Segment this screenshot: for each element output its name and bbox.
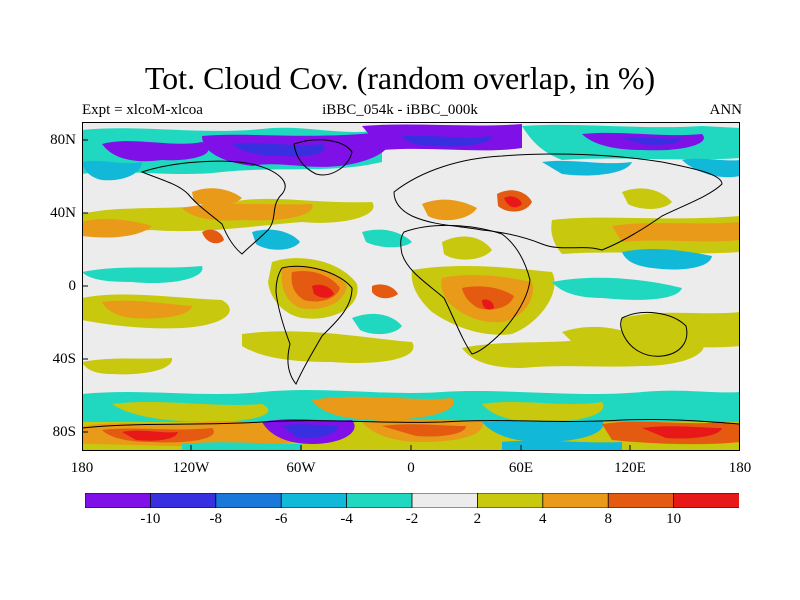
colorbar-label: -2: [405, 511, 419, 527]
lon-tick-label: 180: [70, 460, 94, 476]
south-america-outline: [275, 265, 353, 385]
north-america-outline: [140, 160, 286, 255]
eurasia-outline: [393, 153, 723, 251]
colorbar-swatch: [476, 493, 544, 508]
colorbar-swatch: [280, 493, 348, 508]
axis-ticks: [82, 139, 631, 451]
coastlines: [82, 139, 740, 429]
southern-ocean-band: [82, 390, 740, 451]
colorbar-swatch: [215, 493, 283, 508]
antarctica-outline: [82, 418, 740, 429]
greenland-outline: [293, 139, 353, 176]
colorbar-label: 4: [539, 511, 547, 527]
plot-title: Tot. Cloud Cov. (random overlap, in %): [144, 60, 656, 96]
lat-tick-label: 80S: [52, 424, 76, 440]
season-label: ANN: [709, 102, 743, 118]
lat-tick-label: 0: [68, 278, 77, 294]
colorbar-swatch: [542, 493, 610, 508]
lon-tick-label: 120W: [172, 460, 210, 476]
lon-tick-label: 0: [407, 460, 415, 476]
colorbar-label: -10: [140, 511, 161, 527]
lat-tick-label: 80N: [50, 132, 76, 148]
arctic-anomaly-band: [82, 124, 740, 181]
colorbar-label: -6: [274, 511, 288, 527]
southern-positive-band: [82, 331, 704, 375]
lat-tick-label: 40S: [52, 351, 76, 367]
lon-tick-label: 60E: [508, 460, 534, 476]
africa-outline: [400, 224, 531, 355]
comparison-label: iBBC_054k - iBBC_000k: [322, 102, 478, 118]
colorbar-label: 10: [666, 511, 682, 527]
colorbar-label: -4: [340, 511, 353, 527]
colorbar-swatch: [85, 493, 152, 508]
tropical-anomaly-band: [82, 249, 740, 352]
lat-tick-label: 40N: [50, 205, 76, 221]
northern-positive-band: [82, 188, 740, 260]
experiment-label: Expt = xlcoM-xlcoa: [82, 102, 203, 118]
colorbar-swatch: [411, 493, 479, 508]
lon-tick-label: 180: [728, 460, 752, 476]
lon-tick-label: 60W: [286, 460, 316, 476]
colorbar-label: -8: [209, 511, 223, 527]
colorbar-swatch: [150, 493, 217, 508]
colorbar-swatch: [673, 493, 739, 508]
lon-tick-label: 120E: [614, 460, 646, 476]
colorbar-swatch: [607, 493, 675, 508]
australia-outline: [620, 312, 688, 357]
colorbar-label: 8: [604, 511, 612, 527]
colorbar: [85, 493, 739, 508]
colorbar-label: 2: [473, 511, 482, 527]
cloud-cover-map: [82, 122, 740, 451]
colorbar-swatch: [346, 493, 413, 508]
